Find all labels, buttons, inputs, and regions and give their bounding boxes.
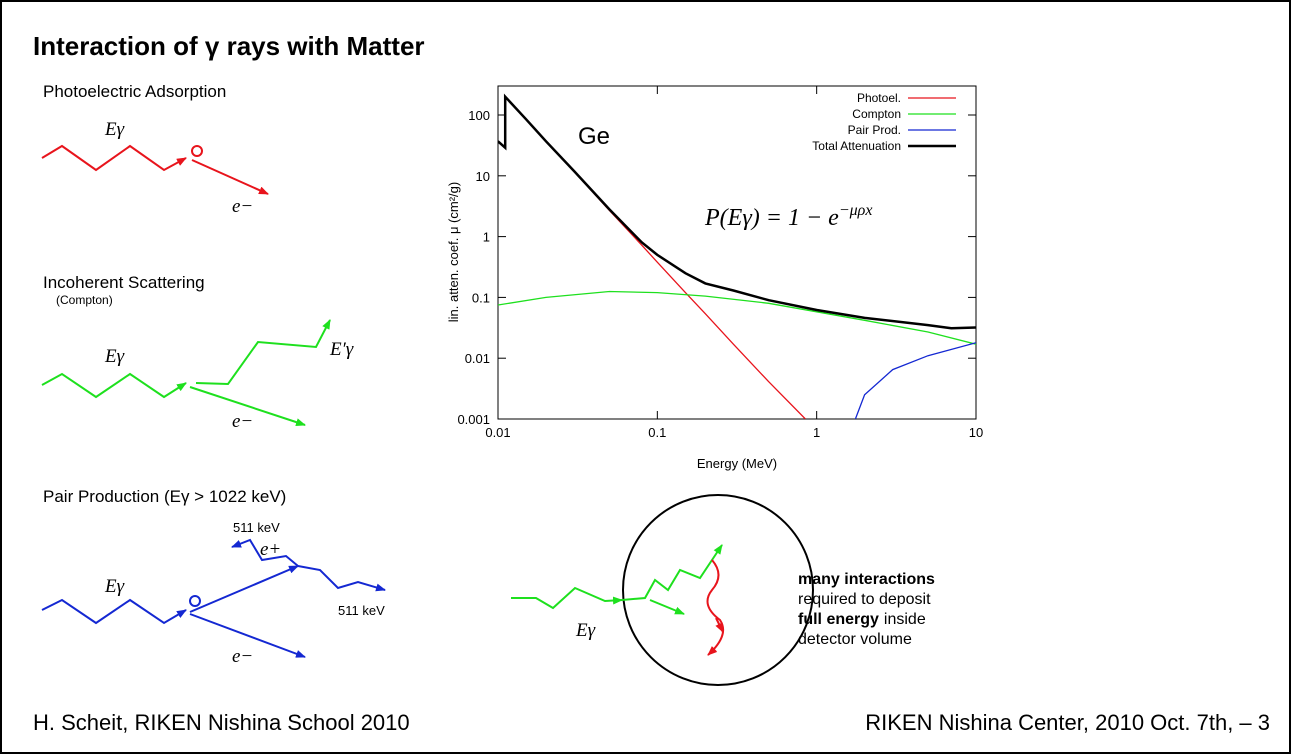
- y-axis-label: lin. atten. coef. μ (cm²/g): [446, 182, 461, 322]
- section-label: Photoelectric Adsorption: [43, 82, 226, 101]
- annihilation-label: 511 keV: [338, 603, 385, 618]
- legend-label: Photoel.: [857, 91, 901, 105]
- footer-right: RIKEN Nishina Center, 2010 Oct. 7th, – 3: [865, 710, 1270, 735]
- electron-label: e−: [232, 411, 253, 432]
- text-part: required to deposit: [798, 591, 931, 608]
- photon-label: Eγ: [575, 620, 596, 641]
- formula-exponent: −μρx: [839, 202, 873, 219]
- pair-diagram: [41, 538, 386, 658]
- photon-label: Eγ: [104, 119, 125, 140]
- formula-main: P(Eγ) = 1 − e: [704, 205, 839, 231]
- series-line: [498, 95, 806, 419]
- series-line: [498, 290, 976, 345]
- chart: Ge P(Eγ) = 1 − e−μρx Energy (MeV) lin. a…: [446, 85, 983, 471]
- text-line: full energy inside: [798, 611, 926, 628]
- text-part: detector volume: [798, 631, 912, 648]
- x-axis-label: Energy (MeV): [697, 456, 777, 471]
- detector-text: many interactions required to deposit full…: [798, 571, 935, 648]
- slide-title: Interaction of γ rays with Matter: [33, 31, 425, 61]
- y-tick-label: 0.001: [457, 412, 490, 427]
- y-tick-label: 100: [468, 108, 490, 123]
- positron-label: e+: [260, 539, 281, 560]
- y-tick-label: 1: [483, 230, 490, 245]
- chart-annotation: Ge: [578, 123, 610, 150]
- y-tick-label: 0.01: [465, 351, 490, 366]
- scattered-photon-label: E′γ: [329, 339, 354, 360]
- x-tick-label: 0.01: [485, 425, 510, 440]
- annihilation-label: 511 keV: [233, 520, 280, 535]
- legend-label: Pair Prod.: [848, 123, 901, 137]
- section-label: Pair Production (Eγ > 1022 keV): [43, 487, 286, 506]
- text-line: many interactions: [798, 571, 935, 588]
- series-line: [854, 342, 976, 419]
- footer-left: H. Scheit, RIKEN Nishina School 2010: [33, 710, 410, 735]
- x-tick-label: 0.1: [648, 425, 666, 440]
- detector-diagram: [511, 494, 814, 686]
- photoelectric-diagram: [41, 144, 269, 195]
- y-tick-label: 0.1: [472, 290, 490, 305]
- y-tick-label: 10: [476, 169, 490, 184]
- text-line: detector volume: [798, 631, 912, 648]
- series-line: [498, 93, 976, 330]
- section-sublabel: (Compton): [56, 293, 113, 307]
- electron-label: e−: [232, 646, 253, 667]
- electron-label: e−: [232, 196, 253, 217]
- plot-frame: [497, 85, 977, 420]
- x-tick-label: 1: [813, 425, 820, 440]
- text-line: required to deposit: [798, 591, 931, 608]
- compton-diagram: [41, 319, 331, 426]
- legend-label: Compton: [852, 107, 901, 121]
- section-label: Incoherent Scattering: [43, 273, 205, 292]
- text-part: inside: [884, 611, 926, 628]
- x-tick-label: 10: [969, 425, 983, 440]
- legend-label: Total Attenuation: [812, 139, 901, 153]
- text-part: many interactions: [798, 571, 935, 588]
- photon-label: Eγ: [104, 576, 125, 597]
- text-part: full energy: [798, 611, 879, 628]
- formula: P(Eγ) = 1 − e−μρx: [704, 202, 872, 231]
- photon-label: Eγ: [104, 346, 125, 367]
